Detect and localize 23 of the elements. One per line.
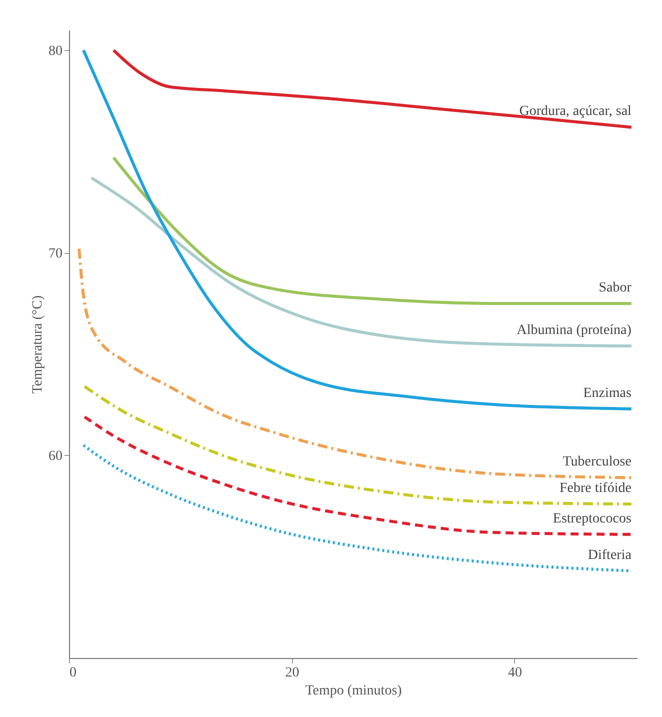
- y-tick-label: 70: [48, 246, 62, 262]
- series-label: Sabor: [598, 280, 632, 296]
- series-label: Tuberculose: [562, 454, 632, 470]
- line-series: [82, 48, 633, 410]
- x-tick-label: 0: [70, 666, 76, 680]
- line-series: [112, 48, 633, 129]
- series-label: Gordura, açúcar, sal: [519, 104, 632, 120]
- y-axis-title: Temperatura (°C): [30, 295, 46, 394]
- series-label: Estreptococos: [552, 511, 632, 526]
- y-tick-label: 80: [48, 44, 62, 59]
- line-series: [83, 415, 633, 536]
- y-tick-label: 60: [48, 448, 62, 464]
- series-label: Febre tifóide: [560, 481, 632, 496]
- series-label: Enzimas: [583, 386, 632, 401]
- line-series: [78, 247, 633, 480]
- series-label: Difteria: [588, 548, 632, 563]
- x-tick-label: 20: [285, 666, 300, 680]
- x-axis-title: Tempo (minutos): [305, 684, 402, 698]
- line-series: [83, 385, 633, 506]
- line-series: [90, 176, 633, 348]
- x-tick-label: 40: [508, 666, 522, 680]
- series-label: Albumina (proteína): [516, 323, 632, 338]
- line-series: [112, 156, 633, 305]
